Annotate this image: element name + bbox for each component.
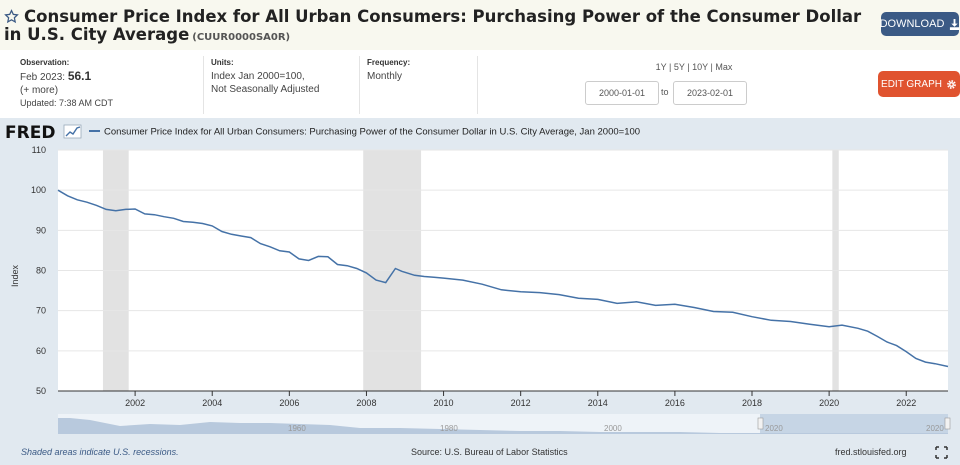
range-sep: |	[669, 62, 672, 72]
navigator-label: 2020	[926, 424, 944, 433]
navigator-label: 2020	[765, 424, 783, 433]
navigator-label: 1980	[440, 424, 458, 433]
y-tick-label: 110	[32, 145, 46, 155]
x-tick-label: 2016	[665, 398, 685, 408]
frequency-block: Frequency: Monthly	[367, 58, 467, 114]
divider	[477, 56, 478, 114]
divider	[359, 56, 360, 114]
range-1y[interactable]: 1Y	[655, 62, 667, 72]
observation-block: Observation: Feb 2023: 56.1 (+ more) Upd…	[20, 58, 200, 114]
range-max[interactable]: Max	[715, 62, 733, 72]
end-date-input[interactable]: 2023-02-01	[673, 81, 747, 105]
navigator-window[interactable]	[760, 414, 948, 433]
x-tick-label: 2004	[202, 398, 222, 408]
units-line2: Not Seasonally Adjusted	[211, 84, 320, 95]
download-icon	[949, 18, 960, 30]
frequency-label: Frequency:	[367, 58, 411, 67]
title-bar: Consumer Price Index for All Urban Consu…	[0, 0, 960, 50]
updated-text: Updated: 7:38 AM CDT	[20, 98, 114, 108]
fred-logo: FRED	[5, 123, 82, 143]
navigator[interactable]: 1960 1980 2000 2020 2020	[58, 414, 951, 434]
navigator-area	[58, 418, 948, 434]
navigator-label: 1960	[288, 424, 306, 433]
chart-svg: FRED Consumer Price Index for All Urban …	[5, 123, 951, 459]
y-tick-label: 80	[36, 266, 46, 276]
start-date-input[interactable]: 2000-01-01	[585, 81, 659, 105]
chart-area: FRED Consumer Price Index for All Urban …	[0, 118, 960, 465]
observation-value: 56.1	[67, 69, 92, 83]
frequency-value: Monthly	[367, 71, 403, 82]
edit-graph-button[interactable]: EDIT GRAPH	[878, 71, 960, 97]
recessions-note: Shaded areas indicate U.S. recessions.	[21, 447, 179, 457]
page-title: Consumer Price Index for All Urban Consu…	[4, 8, 864, 47]
y-axis-label: Index	[10, 264, 20, 287]
series-id: (CUUR0000SA0R)	[192, 32, 291, 43]
star-icon[interactable]	[4, 9, 19, 24]
y-tick-label: 90	[36, 225, 46, 235]
y-tick-label: 70	[36, 306, 46, 316]
navigator-right-handle[interactable]	[944, 417, 951, 430]
fred-graph-icon	[63, 124, 82, 139]
x-tick-label: 2010	[434, 398, 454, 408]
x-tick-label: 2014	[588, 398, 608, 408]
units-block: Units: Index Jan 2000=100, Not Seasonall…	[211, 58, 361, 114]
range-10y[interactable]: 10Y	[692, 62, 708, 72]
source-text: Source: U.S. Bureau of Labor Statistics	[411, 447, 568, 457]
observation-value-line: Feb 2023: 56.1	[20, 70, 200, 84]
x-tick-label: 2018	[742, 398, 762, 408]
divider	[203, 56, 204, 114]
legend-label: Consumer Price Index for All Urban Consu…	[104, 127, 640, 138]
x-tick-label: 2002	[125, 398, 145, 408]
x-tick-label: 2008	[356, 398, 376, 408]
series-meta: Observation: Feb 2023: 56.1 (+ more) Upd…	[0, 50, 960, 118]
observation-label: Observation:	[20, 58, 70, 67]
edit-graph-label: EDIT GRAPH	[881, 78, 942, 90]
gear-icon	[946, 79, 957, 90]
units-line1: Index Jan 2000=100,	[211, 71, 305, 82]
range-sep: |	[710, 62, 713, 72]
range-sep: |	[687, 62, 690, 72]
site-link[interactable]: fred.stlouisfed.org	[835, 447, 907, 457]
series-line	[57, 189, 949, 368]
y-tick-label: 100	[31, 185, 46, 195]
x-tick-label: 2006	[279, 398, 299, 408]
y-tick-label: 60	[36, 346, 46, 356]
x-tick-label: 2020	[819, 398, 839, 408]
fullscreen-icon[interactable]	[935, 446, 948, 459]
x-tick-label: 2022	[896, 398, 916, 408]
navigator-label: 2000	[604, 424, 622, 433]
range-selector: 1Y | 5Y | 10Y | Max	[585, 62, 803, 72]
date-to-label: to	[661, 87, 669, 97]
y-tick-label: 50	[36, 386, 46, 396]
download-button[interactable]: DOWNLOAD	[879, 12, 960, 36]
units-label: Units:	[211, 58, 234, 67]
fred-logo-text: FRED	[5, 123, 55, 143]
more-link[interactable]: (+ more)	[20, 85, 59, 96]
range-5y[interactable]: 5Y	[673, 62, 685, 72]
download-label: DOWNLOAD	[879, 18, 945, 30]
x-tick-label: 2012	[511, 398, 531, 408]
series-title: Consumer Price Index for All Urban Consu…	[4, 7, 862, 44]
navigator-left-handle[interactable]	[757, 417, 764, 430]
observation-date: Feb 2023:	[20, 72, 66, 83]
